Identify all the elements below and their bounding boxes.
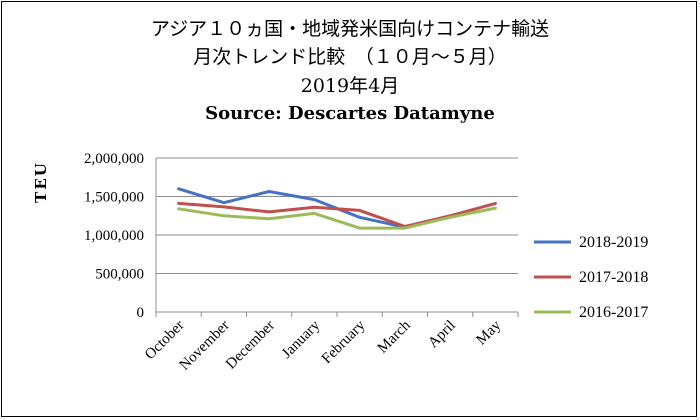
series-layer [177, 187, 497, 230]
chart-title: アジア１０ヵ国・地域発米国向けコンテナ輸送 [150, 18, 550, 40]
axis-layer: 0 500,000 1,000,000 1,500,000 2,000,000 Octob… [84, 151, 519, 374]
chart-source: Source: Descartes Datamyne [205, 103, 495, 124]
legend-label: 2016-2017 [579, 304, 648, 321]
series-line [177, 206, 497, 230]
legend-label: 2018-2019 [579, 234, 648, 251]
y-axis-label: TEU [32, 161, 50, 203]
y-tick-label: 1,500,000 [84, 190, 144, 206]
x-tick-label: October [142, 318, 187, 363]
legend-layer: 2018-2019 2017-2018 2016-2017 [534, 234, 648, 321]
x-tick-label: January [279, 317, 324, 362]
x-tick-label: May [473, 317, 504, 348]
x-tick-label: March [375, 317, 414, 356]
y-tick-label: 1,000,000 [84, 228, 144, 244]
chart-date: 2019年4月 [300, 75, 400, 97]
chart-subtitle: 月次トレンド比較 （１０月～５月） [193, 46, 507, 68]
grid-layer [156, 157, 518, 313]
legend-label: 2017-2018 [579, 269, 648, 286]
x-tick-label: April [425, 318, 459, 352]
y-tick-label: 2,000,000 [84, 151, 144, 167]
x-tick-label: December [223, 318, 278, 373]
x-tick-label: November [177, 318, 233, 374]
y-tick-label: 500,000 [95, 267, 144, 283]
y-tick-label: 0 [137, 305, 145, 321]
x-tick-label: February [319, 317, 369, 367]
